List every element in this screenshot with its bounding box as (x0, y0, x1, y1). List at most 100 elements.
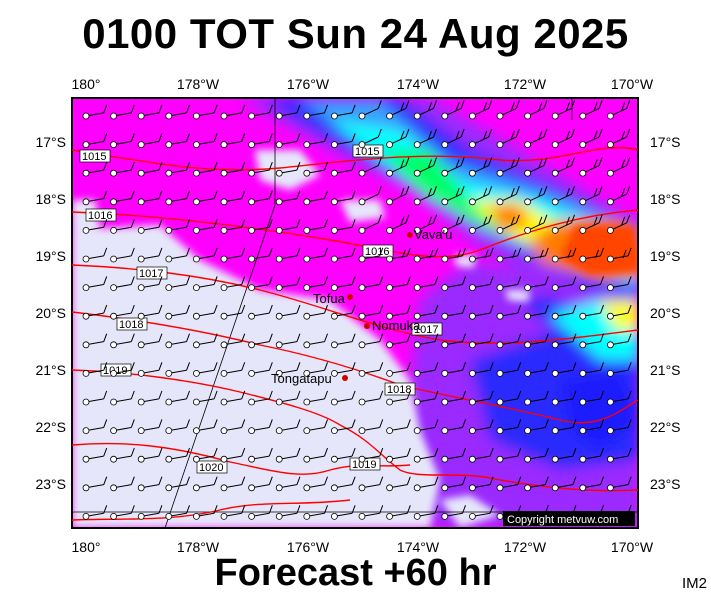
wind-barb (248, 247, 273, 263)
wind-barb (524, 390, 549, 406)
wind-barb (551, 276, 577, 292)
wind-barb (496, 276, 522, 292)
wind-barb (82, 133, 108, 149)
lon-label: 178°W (177, 539, 220, 555)
wind-barb (82, 505, 108, 520)
wind-barb (165, 390, 190, 406)
wind-barb (303, 276, 328, 292)
wind-barb (165, 104, 190, 120)
wind-barb (551, 214, 575, 234)
wind-barb (303, 362, 328, 377)
wind-barb (165, 447, 190, 463)
wind-barb (607, 304, 632, 320)
wind-barb (358, 333, 384, 349)
svg-text:1016: 1016 (365, 246, 389, 258)
wind-barb (330, 161, 356, 177)
wind-barb (220, 104, 246, 120)
wind-barb (441, 362, 466, 377)
wind-barb (579, 333, 604, 349)
wind-barb (468, 100, 493, 120)
wind-barb (82, 447, 108, 463)
lat-label: 17°S (35, 134, 66, 150)
wind-barb (330, 476, 356, 492)
wind-barb (220, 476, 246, 492)
wind-barb (551, 419, 577, 435)
svg-text:1018: 1018 (387, 384, 411, 396)
svg-text:Vava'u: Vava'u (414, 227, 452, 242)
wind-barb (220, 133, 246, 149)
wind-barb (441, 333, 466, 349)
wind-barb (524, 362, 549, 377)
wind-barb (524, 419, 549, 435)
wind-barb (137, 276, 163, 292)
wind-barb (192, 447, 218, 463)
wind-barb (524, 276, 549, 292)
wind-barb (220, 219, 246, 234)
lon-label: 178°W (177, 76, 220, 92)
svg-text:Copyright metvuw.com: Copyright metvuw.com (507, 514, 618, 526)
place-tofua[interactable]: Tofua (313, 291, 353, 306)
wind-barb (413, 419, 439, 435)
svg-text:1016: 1016 (88, 210, 112, 222)
wind-barb (220, 505, 246, 520)
wind-barb (110, 505, 135, 520)
lon-label: 176°W (287, 76, 330, 92)
lat-label: 19°S (35, 248, 66, 264)
wind-barb (275, 247, 301, 263)
wind-barb (110, 362, 135, 377)
wind-barb (165, 333, 190, 349)
place-nomuka[interactable]: Nomuka (364, 318, 421, 333)
lat-label: 20°S (35, 305, 66, 321)
wind-barb (386, 157, 410, 177)
lat-label: 17°S (650, 134, 681, 150)
wind-barb (303, 161, 328, 177)
wind-barb (192, 476, 218, 492)
wind-barb (468, 304, 494, 320)
wind-barb (248, 276, 273, 292)
isobar-label: 1019 (349, 457, 381, 471)
lat-label: 21°S (650, 362, 681, 378)
wind-barb (192, 161, 218, 177)
wind-barb (441, 390, 466, 406)
lon-label: 174°W (397, 76, 440, 92)
wind-barb (330, 104, 356, 120)
wind-barb (496, 186, 520, 206)
place-vavau[interactable]: Vava'u (407, 227, 452, 242)
top-lon-labels: 180° 178°W 176°W 174°W 172°W 170°W (72, 76, 654, 92)
wind-barb (110, 133, 135, 149)
svg-text:Nomuka: Nomuka (372, 318, 421, 333)
wind-barb (220, 390, 246, 406)
isobar-label: 1016 (362, 244, 394, 258)
map-title: 0100 TOT Sun 24 Aug 2025 (82, 10, 629, 57)
lat-label: 18°S (35, 191, 66, 207)
wind-barb (110, 161, 135, 177)
wind-barb (358, 419, 384, 435)
wind-barb (82, 362, 108, 377)
place-tongatapu[interactable]: Tongatapu (271, 371, 348, 386)
lon-label: 180° (72, 539, 101, 555)
wind-barb (165, 304, 190, 320)
wind-barb (220, 304, 246, 320)
wind-barb (248, 419, 273, 435)
wind-barb (579, 476, 604, 492)
wind-barb (303, 133, 328, 149)
wind-barb (496, 447, 522, 463)
wind-barb (330, 390, 356, 406)
wind-barb (468, 128, 493, 149)
wind-barb (275, 505, 301, 520)
wind-barb (441, 100, 465, 120)
wind-barb (192, 390, 218, 406)
wind-barb (413, 304, 439, 320)
wind-barb (220, 190, 246, 206)
wind-barb (358, 362, 384, 377)
wind-barb (607, 186, 631, 206)
wind-barb (358, 247, 384, 263)
wind-barb (303, 333, 328, 349)
wind-barb (137, 219, 163, 234)
wind-barb (110, 276, 135, 292)
wind-barb (413, 214, 437, 234)
wind-barb (330, 219, 356, 234)
wind-barb (551, 304, 577, 320)
wind-barb (192, 304, 218, 320)
wind-barb (413, 476, 439, 492)
